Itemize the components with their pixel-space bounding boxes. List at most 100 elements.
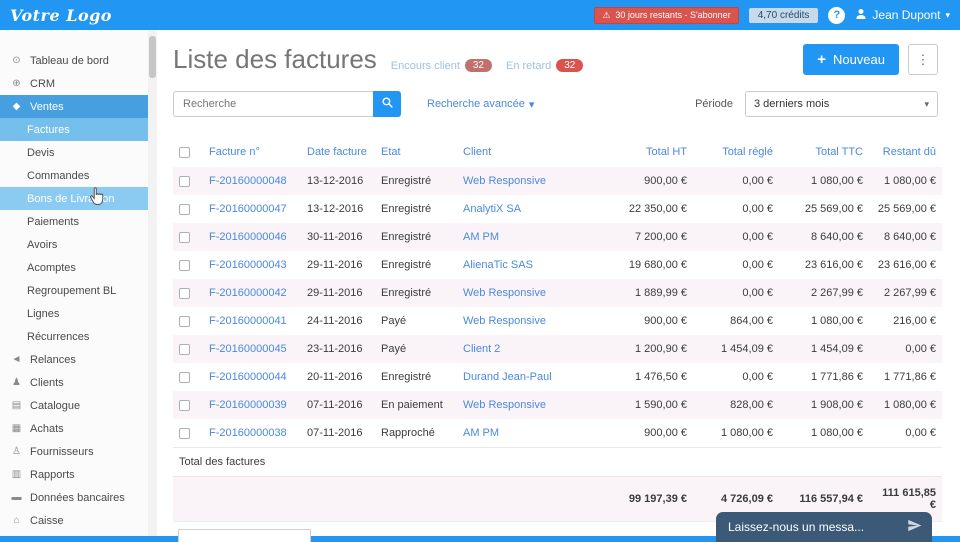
invoice-number-link[interactable]: F-20160000047 — [209, 203, 287, 215]
client-link[interactable]: AM PM — [463, 231, 500, 243]
sidebar-item[interactable]: Regroupement BL — [0, 279, 148, 302]
sidebar-item[interactable]: Acomptes — [0, 256, 148, 279]
cash-icon: ⌂ — [13, 515, 20, 526]
warning-icon: ⚠ — [602, 9, 611, 20]
new-invoice-button[interactable]: + Nouveau — [803, 44, 899, 75]
sidebar-item[interactable]: ▬ Données bancaires — [0, 486, 148, 509]
column-header-etat[interactable]: Etat — [381, 146, 401, 158]
totals-label-row: Total des factures — [173, 447, 942, 477]
chat-widget[interactable]: Laissez-nous un messa... — [716, 512, 932, 542]
sidebar-item[interactable]: ♟ Clients — [0, 371, 148, 394]
sidebar-item[interactable]: Lignes — [0, 302, 148, 325]
column-header-facture-no[interactable]: Facture n° — [209, 146, 260, 158]
row-checkbox[interactable] — [179, 287, 190, 299]
period-label: Période — [695, 98, 733, 110]
scrollbar-thumb[interactable] — [149, 36, 156, 78]
row-checkbox[interactable] — [179, 371, 190, 383]
column-header-client[interactable]: Client — [463, 146, 492, 158]
sidebar-item[interactable]: ◄ Relances — [0, 348, 148, 371]
kebab-menu-button[interactable]: ⋮ — [908, 44, 938, 75]
credits-badge[interactable]: 4,70 crédits — [748, 7, 819, 23]
sidebar-item[interactable]: ⊕ CRM — [0, 72, 148, 95]
sidebar-item[interactable]: Factures — [0, 118, 148, 141]
app-logo[interactable]: Votre Logo — [10, 5, 112, 25]
total-ttc-value: 1 454,09 € — [811, 343, 863, 355]
client-link[interactable]: Web Responsive — [463, 315, 546, 327]
client-link[interactable]: Web Responsive — [463, 175, 546, 187]
client-link[interactable]: Durand Jean-Paul — [463, 371, 552, 383]
row-checkbox[interactable] — [179, 203, 190, 215]
encours-client-label: Encours client — [390, 59, 460, 72]
search-button[interactable] — [373, 91, 401, 117]
invoice-number-link[interactable]: F-20160000038 — [209, 427, 287, 439]
column-header-total-ttc[interactable]: Total TTC — [815, 146, 863, 158]
en-retard-filter[interactable]: En retard 32 — [506, 59, 584, 72]
totals-ht: 99 197,39 € — [603, 476, 693, 522]
vertical-scrollbar[interactable] — [148, 30, 157, 536]
total-ttc-value: 2 267,99 € — [811, 287, 863, 299]
help-icon[interactable]: ? — [828, 6, 846, 24]
sidebar-item[interactable]: Avoirs — [0, 233, 148, 256]
sidebar-item[interactable]: Paiements — [0, 210, 148, 233]
sidebar-item[interactable]: ⊙ Tableau de bord — [0, 49, 148, 72]
client-link[interactable]: AlienaTic SAS — [463, 259, 533, 271]
client-link[interactable]: Web Responsive — [463, 399, 546, 411]
subscription-alert[interactable]: ⚠ 30 jours restants - S'abonner — [594, 6, 739, 24]
caret-down-icon: ▾ — [924, 98, 929, 109]
invoice-date: 20-11-2016 — [307, 371, 363, 383]
row-checkbox[interactable] — [179, 259, 190, 271]
column-header-date-facture[interactable]: Date facture — [307, 146, 367, 158]
row-checkbox[interactable] — [179, 175, 190, 187]
client-link[interactable]: Web Responsive — [463, 287, 546, 299]
sidebar-item[interactable]: ♙ Fournisseurs — [0, 440, 148, 463]
column-header-restant-du[interactable]: Restant dû — [882, 146, 936, 158]
sidebar-item[interactable]: ◆ Ventes — [0, 95, 148, 118]
sidebar-item[interactable]: Devis — [0, 141, 148, 164]
client-link[interactable]: AM PM — [463, 427, 500, 439]
sidebar-item[interactable]: ▥ Rapports — [0, 463, 148, 486]
encours-client-filter[interactable]: Encours client 32 — [391, 59, 492, 72]
sidebar-item[interactable]: ⌂ Caisse — [0, 509, 148, 532]
row-checkbox[interactable] — [179, 427, 190, 439]
user-menu[interactable]: Jean Dupont ▾ — [855, 8, 950, 23]
main-content: Liste des factures Encours client 32 En … — [157, 30, 960, 536]
row-checkbox[interactable] — [179, 315, 190, 327]
invoice-number-link[interactable]: F-20160000045 — [209, 343, 287, 355]
totals-row: 99 197,39 € 4 726,09 € 116 557,94 € 111 … — [173, 476, 942, 522]
invoice-number-link[interactable]: F-20160000042 — [209, 287, 287, 299]
sidebar-item-label: Avoirs — [27, 238, 58, 251]
sidebar-item-label: Fournisseurs — [30, 445, 94, 458]
total-regle-value: 0,00 € — [742, 175, 773, 187]
sidebar-item[interactable]: Bons de Livraison — [0, 187, 148, 210]
sidebar-item[interactable]: ▦ Achats — [0, 417, 148, 440]
period-select[interactable]: 3 derniers mois ▾ — [745, 91, 938, 117]
sidebar-item[interactable]: Récurrences — [0, 325, 148, 348]
invoice-number-link[interactable]: F-20160000044 — [209, 371, 287, 383]
sidebar-item-label: CRM — [30, 77, 56, 90]
client-link[interactable]: AnalytiX SA — [463, 203, 522, 215]
column-header-total-regle[interactable]: Total réglé — [722, 146, 773, 158]
invoice-number-link[interactable]: F-20160000041 — [209, 315, 287, 327]
dashboard-icon: ⊙ — [12, 55, 21, 66]
row-checkbox[interactable] — [179, 399, 190, 411]
restant-du-value: 0,00 € — [905, 427, 936, 439]
column-header-total-ht[interactable]: Total HT — [646, 146, 687, 158]
sidebar-item[interactable]: ▤ Catalogue — [0, 394, 148, 417]
advanced-search-link[interactable]: Recherche avancée ▾ — [427, 98, 534, 111]
sidebar-item-label: Caisse — [30, 514, 64, 527]
invoice-number-link[interactable]: F-20160000048 — [209, 175, 287, 187]
total-ht-value: 1 590,00 € — [635, 399, 687, 411]
invoice-number-link[interactable]: F-20160000039 — [209, 399, 287, 411]
search-input[interactable] — [173, 91, 373, 117]
select-all-checkbox[interactable] — [179, 146, 190, 158]
client-link[interactable]: Client 2 — [463, 343, 501, 355]
invoice-number-link[interactable]: F-20160000046 — [209, 231, 287, 243]
sidebar-item[interactable]: Commandes — [0, 164, 148, 187]
sidebar-item-label: Tableau de bord — [30, 54, 109, 67]
sidebar: ⊙ Tableau de bord ⊕ CRM ◆ Ventes Facture… — [0, 30, 148, 536]
invoice-number-link[interactable]: F-20160000043 — [209, 259, 287, 271]
row-checkbox[interactable] — [179, 343, 190, 355]
row-checkbox[interactable] — [179, 231, 190, 243]
table-row: F-20160000038 07-11-2016 Rapproché AM PM… — [173, 419, 942, 448]
restant-du-value: 1 080,00 € — [884, 399, 936, 411]
